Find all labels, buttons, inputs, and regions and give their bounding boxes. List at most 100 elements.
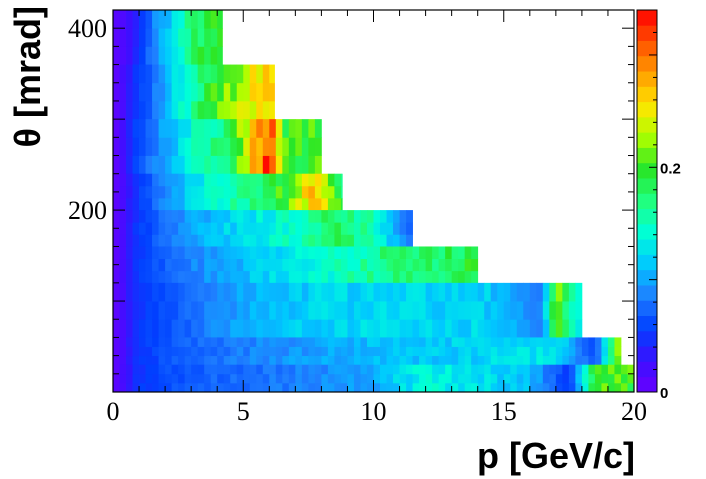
heatmap-cell: [217, 185, 225, 199]
heatmap-cell: [249, 319, 257, 338]
heatmap-cell: [158, 222, 166, 235]
heatmap-cell: [594, 337, 602, 347]
heatmap-cell: [308, 210, 316, 223]
heatmap-cell: [139, 100, 146, 120]
heatmap-cell: [340, 173, 343, 187]
heatmap-cell: [217, 258, 225, 272]
heatmap-cell: [555, 346, 563, 357]
heatmap-cell: [223, 258, 231, 272]
heatmap-cell: [445, 364, 453, 375]
heatmap-cell: [145, 197, 153, 211]
heatmap-cell: [295, 364, 303, 375]
heatmap-cell: [158, 10, 166, 29]
heatmap-cell: [438, 282, 446, 302]
colorbar-segment: [637, 71, 657, 87]
heatmap-cell: [451, 373, 459, 384]
heatmap-cell: [314, 155, 322, 175]
heatmap-cell: [282, 373, 290, 384]
heatmap-cell: [575, 337, 583, 347]
heatmap-cell: [503, 373, 511, 384]
heatmap-cell: [139, 222, 146, 235]
heatmap-cell: [380, 355, 387, 366]
heatmap-cell: [204, 137, 212, 156]
heatmap-cell: [126, 270, 133, 284]
heatmap-cell: [191, 185, 199, 199]
heatmap-cell: [406, 319, 413, 338]
heatmap-cell: [171, 197, 179, 211]
heatmap-cell: [314, 137, 322, 156]
heatmap-cell: [113, 382, 120, 393]
heatmap-cell: [204, 10, 212, 29]
heatmap-cell: [119, 64, 127, 84]
heatmap-cell: [555, 355, 563, 366]
heatmap-cell: [269, 155, 277, 175]
heatmap-cell: [113, 246, 120, 260]
heatmap-cell: [340, 270, 348, 284]
heatmap-cell: [113, 137, 120, 156]
heatmap-cell: [171, 119, 179, 138]
heatmap-cell: [373, 346, 381, 357]
heatmap-cell: [262, 301, 270, 320]
heatmap-cell: [119, 246, 127, 260]
heatmap-cell: [406, 234, 413, 247]
heatmap-cell: [340, 246, 348, 260]
heatmap-cell: [471, 382, 479, 393]
heatmap-cell: [510, 373, 518, 384]
colorbar-segment: [637, 86, 657, 103]
heatmap-cell: [191, 337, 199, 347]
heatmap-cell: [366, 364, 374, 375]
heatmap-cell: [126, 185, 133, 199]
heatmap-cell: [458, 270, 466, 284]
heatmap-cell: [360, 355, 368, 366]
heatmap-cell: [536, 382, 544, 393]
x-tick-label: 20: [621, 397, 647, 426]
heatmap-cell: [340, 185, 343, 199]
heatmap-cell: [347, 319, 355, 338]
heatmap-cell: [464, 355, 472, 366]
heatmap-cell: [210, 197, 218, 211]
heatmap-cell: [223, 64, 231, 84]
heatmap-cell: [210, 46, 218, 65]
heatmap-cell: [282, 382, 290, 393]
heatmap-cell: [438, 382, 446, 393]
heatmap-cell: [243, 155, 251, 175]
heatmap-cell: [393, 346, 400, 357]
heatmap-cell: [249, 155, 257, 175]
heatmap-cell: [568, 373, 576, 384]
heatmap-cell: [601, 355, 609, 366]
heatmap-cell: [523, 364, 531, 375]
heatmap-cell: [451, 364, 459, 375]
heatmap-cell: [139, 301, 146, 320]
heatmap-cell: [288, 373, 296, 384]
heatmap-cell: [347, 382, 355, 393]
heatmap-cell: [282, 246, 290, 260]
heatmap-cell: [204, 346, 212, 357]
heatmap-cell: [223, 222, 231, 235]
heatmap-cell: [262, 246, 270, 260]
heatmap-cell: [327, 337, 335, 347]
heatmap-cell: [197, 46, 205, 65]
heatmap-cell: [575, 373, 583, 384]
heatmap-cell: [438, 270, 446, 284]
heatmap-cell: [282, 222, 290, 235]
heatmap-cell: [399, 346, 407, 357]
heatmap-cell: [184, 301, 192, 320]
heatmap-cell: [139, 382, 146, 393]
heatmap-cell: [321, 197, 329, 211]
heatmap-cell: [529, 373, 537, 384]
heatmap-cell: [620, 382, 628, 393]
heatmap-cell: [555, 282, 563, 302]
heatmap-cell: [360, 222, 368, 235]
heatmap-cell: [230, 210, 238, 223]
heatmap-cell: [230, 373, 238, 384]
heatmap-cell: [308, 270, 316, 284]
heatmap-cell: [412, 364, 420, 375]
heatmap-cell: [295, 234, 303, 247]
colorbar-segment: [637, 147, 657, 164]
heatmap-cell: [139, 119, 146, 138]
heatmap-cell: [412, 337, 420, 347]
heatmap-cell: [119, 282, 127, 302]
heatmap-cell: [210, 319, 218, 338]
heatmap-cell: [158, 234, 166, 247]
heatmap-cell: [464, 246, 472, 260]
